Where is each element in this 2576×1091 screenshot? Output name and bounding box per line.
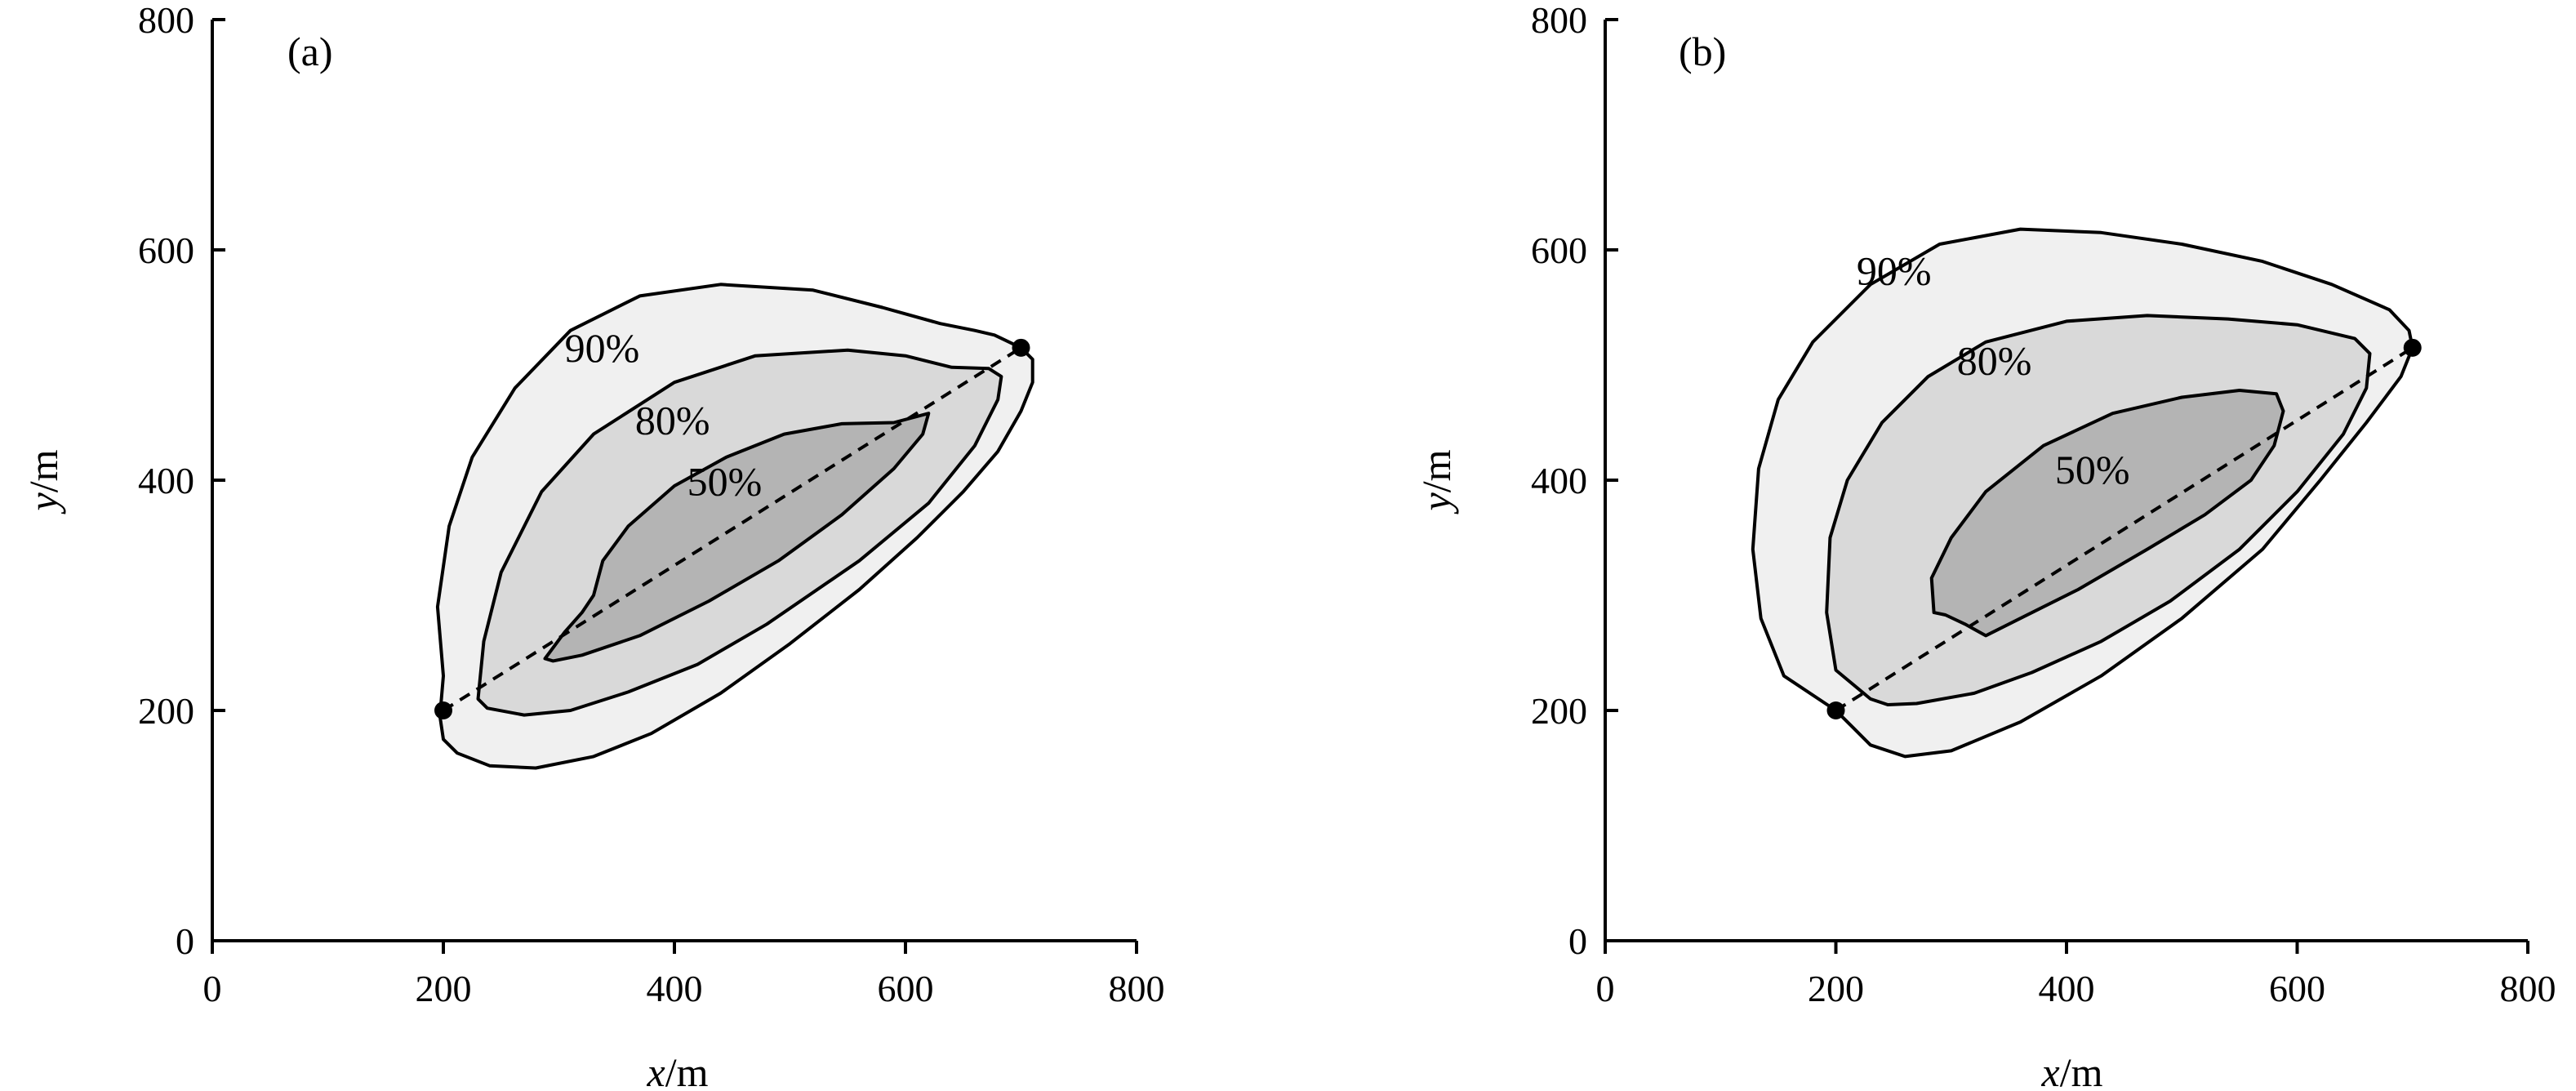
- x-tick-label: 200: [1808, 968, 1864, 1009]
- contour-50pct: [1929, 389, 2285, 638]
- endpoint-group: [434, 338, 1030, 719]
- y-axis-var-a: y: [20, 492, 66, 515]
- contour-group: [1751, 227, 2414, 759]
- y-tick-label: 800: [1531, 0, 1587, 41]
- x-axis-label-a: x/m: [647, 1049, 709, 1091]
- chart-svg-b: 0 200 400 600 800 0 200 400 600 800 (b) x/m y/m 9…: [1413, 0, 2556, 1091]
- chart-panel-b: 0 200 400 600 800 0 200 400 600 800 (b) x/m y/m 9…: [1288, 0, 2576, 1091]
- y-axis-unit-a: /m: [20, 449, 66, 492]
- x-tick-label: 200: [416, 968, 472, 1009]
- dashed-line-group: [442, 346, 1022, 712]
- endpoint-group: [1826, 338, 2422, 719]
- y-axis-var-b: y: [1413, 492, 1459, 515]
- panel-label-a: (a): [287, 29, 333, 74]
- x-axis-unit-b: /m: [2060, 1049, 2103, 1091]
- y-tick-label: 0: [176, 920, 194, 962]
- contour-label-50pct: 50%: [687, 458, 763, 504]
- chart-panel-a: 0 200 400 600 800 0 200 400 600 800 (a) x/m y/m 9…: [20, 0, 1165, 1091]
- x-tick-label: 0: [1596, 968, 1615, 1009]
- y-tick-label: 200: [1531, 690, 1587, 732]
- panel-label-b: (b): [1679, 29, 1726, 74]
- x-tick-label: 600: [878, 968, 934, 1009]
- y-tick-label: 600: [138, 229, 194, 271]
- x-tick-label: 400: [2039, 968, 2095, 1009]
- dashed-line: [442, 346, 1022, 712]
- y-axis-unit-b: /m: [1413, 449, 1459, 492]
- x-axis-var-a: x: [647, 1049, 665, 1091]
- y-tick-label: 600: [1531, 229, 1587, 271]
- endpoint-marker: [1826, 701, 1845, 719]
- endpoint-marker: [2403, 338, 2422, 357]
- x-tick-label: 600: [2269, 968, 2325, 1009]
- contour-label-80pct: 80%: [635, 398, 710, 443]
- y-axis-label-b: y/m: [1413, 449, 1459, 514]
- contour-label-90pct: 90%: [1857, 247, 1932, 293]
- axes-group: 0 200 400 600 800 0 200 400 600 800: [1531, 0, 2556, 1009]
- x-axis-var-b: x: [2041, 1049, 2060, 1091]
- y-tick-label: 0: [1568, 920, 1587, 962]
- x-tick-label: 800: [1109, 968, 1165, 1009]
- y-tick-label: 800: [138, 0, 194, 41]
- x-tick-label: 800: [2500, 968, 2556, 1009]
- contour-label-50pct: 50%: [2055, 447, 2130, 492]
- contour-label-90pct: 90%: [565, 325, 640, 371]
- chart-svg-a: 0 200 400 600 800 0 200 400 600 800 (a) x/m y/m 9…: [20, 0, 1165, 1091]
- y-tick-label: 200: [138, 690, 194, 732]
- y-axis-label-a: y/m: [20, 449, 66, 514]
- axes-group: 0 200 400 600 800 0 200 400 600 800: [138, 0, 1165, 1009]
- dashed-line: [1835, 346, 2414, 712]
- y-tick-label: 400: [1531, 460, 1587, 501]
- x-tick-label: 0: [203, 968, 222, 1009]
- x-axis-label-b: x/m: [2041, 1049, 2103, 1091]
- x-axis-unit-a: /m: [665, 1049, 709, 1091]
- y-tick-label: 400: [138, 460, 194, 501]
- endpoint-marker: [1012, 338, 1030, 357]
- x-tick-label: 400: [647, 968, 703, 1009]
- dashed-line-group: [1835, 346, 2414, 712]
- endpoint-marker: [434, 701, 452, 719]
- contour-group: [435, 283, 1034, 770]
- contour-50pct: [543, 412, 931, 663]
- contour-label-80pct: 80%: [1957, 337, 2032, 383]
